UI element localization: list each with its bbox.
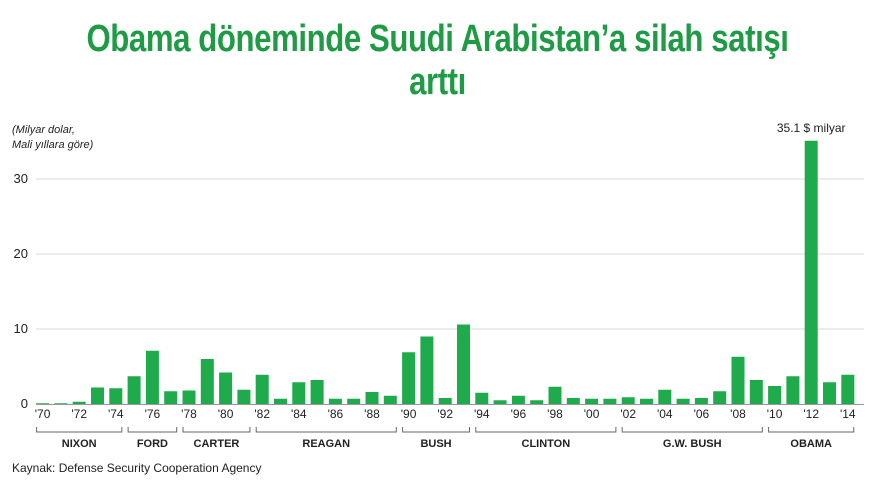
bar [749, 380, 763, 404]
bar [72, 401, 86, 404]
bar [36, 403, 50, 404]
bar [731, 356, 745, 404]
bar [768, 386, 782, 404]
y-tick-label: 20 [14, 246, 28, 261]
bar [585, 398, 599, 404]
x-tick-label: '04 [657, 407, 673, 421]
bar [200, 359, 214, 404]
president-label: REAGAN [302, 438, 350, 450]
bar [109, 388, 123, 404]
bar [804, 140, 818, 404]
bar [658, 389, 672, 404]
president-bracket [182, 427, 251, 433]
president-label: FORD [137, 438, 168, 450]
bar [219, 372, 233, 404]
bar [420, 336, 434, 404]
bar [274, 398, 287, 404]
bar [694, 398, 708, 404]
bar [182, 390, 196, 404]
bar [566, 398, 580, 404]
x-tick-label: '00 [584, 407, 600, 421]
y-tick-label: 30 [14, 171, 28, 186]
x-tick-label: '88 [364, 407, 380, 421]
peak-annotation: 35.1 $ milyar [777, 121, 846, 135]
bar [823, 382, 836, 404]
bar [530, 400, 544, 404]
bar [621, 397, 635, 404]
bar [255, 374, 269, 404]
president-bracket [768, 427, 855, 433]
x-tick-label: '84 [291, 407, 307, 421]
bar [91, 387, 104, 404]
y-tick-label: 10 [14, 321, 28, 336]
president-bracket [255, 427, 397, 433]
bar [475, 392, 489, 404]
president-bracket [402, 427, 470, 433]
x-tick-label: '86 [328, 407, 344, 421]
x-tick-label: '90 [401, 407, 417, 421]
president-label: OBAMA [790, 438, 832, 450]
bar [237, 389, 251, 404]
unit-line-2: Mali yıllara göre) [12, 139, 94, 151]
x-tick-label: '06 [694, 407, 710, 421]
bar [603, 398, 617, 404]
unit-note: (Milyar dolar, Mali yıllara göre) [12, 123, 93, 153]
unit-line-1: (Milyar dolar, [12, 124, 75, 136]
president-bracket [475, 427, 617, 433]
x-tick-label: '78 [181, 407, 197, 421]
bar [676, 398, 690, 404]
x-tick-label: '96 [511, 407, 527, 421]
bar [457, 324, 470, 404]
y-tick-label: 0 [21, 396, 28, 411]
bar [383, 395, 397, 404]
president-bracket [127, 427, 178, 433]
x-tick-label: '10 [767, 407, 783, 421]
bar [347, 398, 361, 404]
bar [548, 386, 562, 404]
bar [365, 392, 379, 404]
x-tick-label: '76 [145, 407, 161, 421]
x-tick-label: '74 [108, 407, 124, 421]
bar [402, 352, 416, 404]
x-tick-label: '98 [547, 407, 563, 421]
president-label: NIXON [62, 438, 97, 450]
x-tick-label: '94 [474, 407, 490, 421]
x-tick-label: '02 [620, 407, 636, 421]
bar [310, 380, 324, 404]
x-tick-label: '12 [803, 407, 819, 421]
x-tick-label: '80 [218, 407, 234, 421]
x-tick-label: '82 [254, 407, 270, 421]
x-tick-label: '14 [840, 407, 856, 421]
bar [511, 395, 525, 404]
bar [127, 376, 141, 404]
president-label: BUSH [420, 438, 451, 450]
x-tick-label: '72 [71, 407, 87, 421]
bar [328, 398, 342, 404]
president-bracket [621, 427, 763, 433]
bar [713, 391, 727, 404]
bar [54, 403, 68, 404]
bar [640, 398, 653, 404]
x-tick-label: '70 [35, 407, 51, 421]
chart-title: Obama döneminde Suudi Arabistan’a silah … [86, 18, 789, 103]
president-bracket [36, 427, 123, 433]
bar [438, 398, 452, 404]
x-tick-label: '92 [437, 407, 453, 421]
president-label: CARTER [194, 438, 240, 450]
bar [292, 382, 306, 404]
bar [493, 400, 507, 404]
source-note: Kaynak: Defense Security Cooperation Age… [12, 461, 262, 475]
president-label: G.W. BUSH [663, 438, 722, 450]
bar [164, 391, 178, 404]
president-label: CLINTON [522, 438, 571, 450]
x-tick-label: '08 [730, 407, 746, 421]
bar [786, 376, 800, 404]
bar [841, 374, 855, 404]
bar [145, 350, 159, 404]
